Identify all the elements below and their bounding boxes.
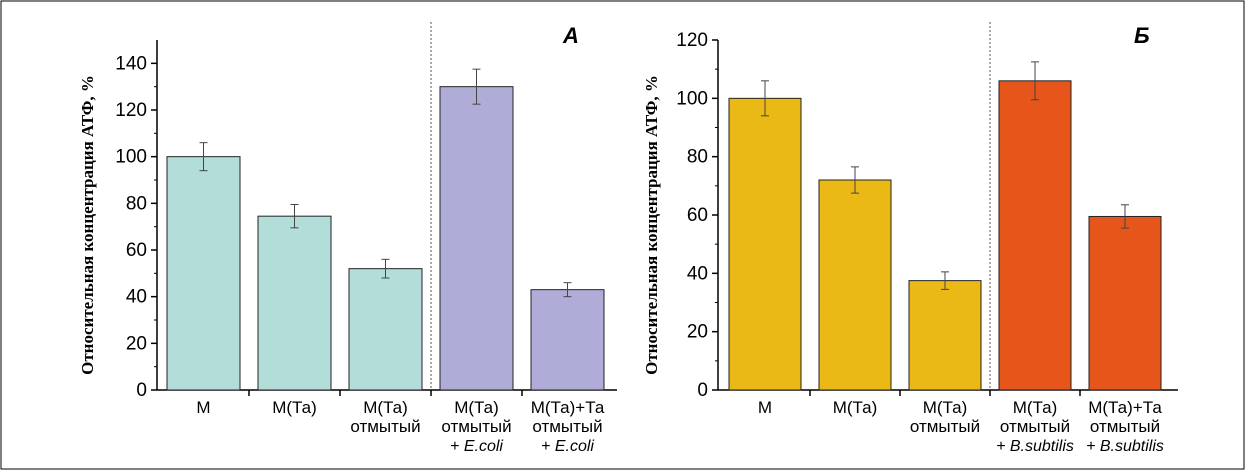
x-tick-label-a-3-0: М(Та) (454, 398, 499, 417)
x-tick-label-b-3-0: М(Та) (1013, 398, 1058, 417)
y-tick-label-a-60: 60 (126, 240, 147, 261)
y-axis-label-b: Относительная концентрация АТФ, % (642, 75, 661, 375)
x-tick-label-b-1-0: М(Та) (833, 398, 878, 417)
x-tick-label-b-2-0: М(Та) (923, 398, 968, 417)
y-tick-label-b-20: 20 (687, 322, 708, 343)
chart-panel-b: 0 20 40 60 80 100 120 Относительная концентраци… (642, 22, 1178, 455)
x-tick-label-a-4-0: М(Та)+Та (531, 398, 605, 417)
bar-a-4 (530, 289, 605, 391)
y-tick-label-b-60: 60 (687, 205, 708, 226)
y-tick-label-a-140: 140 (115, 53, 147, 74)
x-tick-label-a-4-2: + E.coli (541, 438, 594, 455)
bar-a-1 (257, 215, 332, 391)
bar-b-1 (818, 179, 892, 391)
y-tick-label-a-80: 80 (126, 193, 147, 214)
y-tick-label-a-100: 100 (115, 147, 147, 168)
x-tick-label-b-4-1: отмытый (1090, 417, 1160, 436)
y-tick-label-b-120: 120 (676, 30, 708, 51)
bar-a-0 (166, 156, 241, 391)
x-tick-label-a-4-1: отмытый (532, 417, 602, 436)
x-tick-label-a-1-0: М(Та) (272, 398, 317, 417)
panel-letter-a: А (562, 23, 579, 48)
bar-b-3 (998, 80, 1072, 391)
x-tick-label-a-2-1: отмытый (350, 417, 420, 436)
y-axis-label-a: Относительная концентрация АТФ, % (78, 75, 97, 375)
y-tick-label-a-40: 40 (126, 287, 147, 308)
bar-b-4 (1088, 215, 1162, 391)
bar-b-2 (908, 280, 982, 391)
x-tick-label-a-2-0: М(Та) (363, 398, 408, 417)
y-tick-label-b-100: 100 (676, 88, 708, 109)
x-tick-label-b-0-0: М (758, 398, 772, 417)
y-tick-label-b-0: 0 (697, 380, 708, 401)
x-tick-label-a-0-0: М (196, 398, 210, 417)
chart-panel-a: 0 20 40 60 80 100 120 140 Относительная концентр… (78, 22, 617, 455)
y-tick-label-b-40: 40 (687, 263, 708, 284)
y-tick-label-b-80: 80 (687, 147, 708, 168)
x-tick-label-b-4-0: М(Та)+Та (1088, 398, 1162, 417)
x-tick-label-b-4-2: + B.subtilis (1086, 438, 1164, 455)
y-tick-label-a-120: 120 (115, 100, 147, 121)
bar-a-3 (439, 86, 514, 391)
y-tick-label-a-0: 0 (136, 380, 147, 401)
bar-a-2 (348, 268, 423, 391)
x-tick-label-b-3-1: отмытый (1000, 417, 1070, 436)
panel-letter-b: Б (1134, 23, 1150, 48)
x-tick-label-a-3-1: отмытый (441, 417, 511, 436)
bar-b-0 (728, 97, 802, 391)
x-tick-label-b-3-2: + B.subtilis (996, 438, 1074, 455)
y-tick-label-a-20: 20 (126, 333, 147, 354)
x-tick-label-b-2-1: отмытый (910, 417, 980, 436)
x-tick-label-a-3-2: + E.coli (450, 438, 503, 455)
